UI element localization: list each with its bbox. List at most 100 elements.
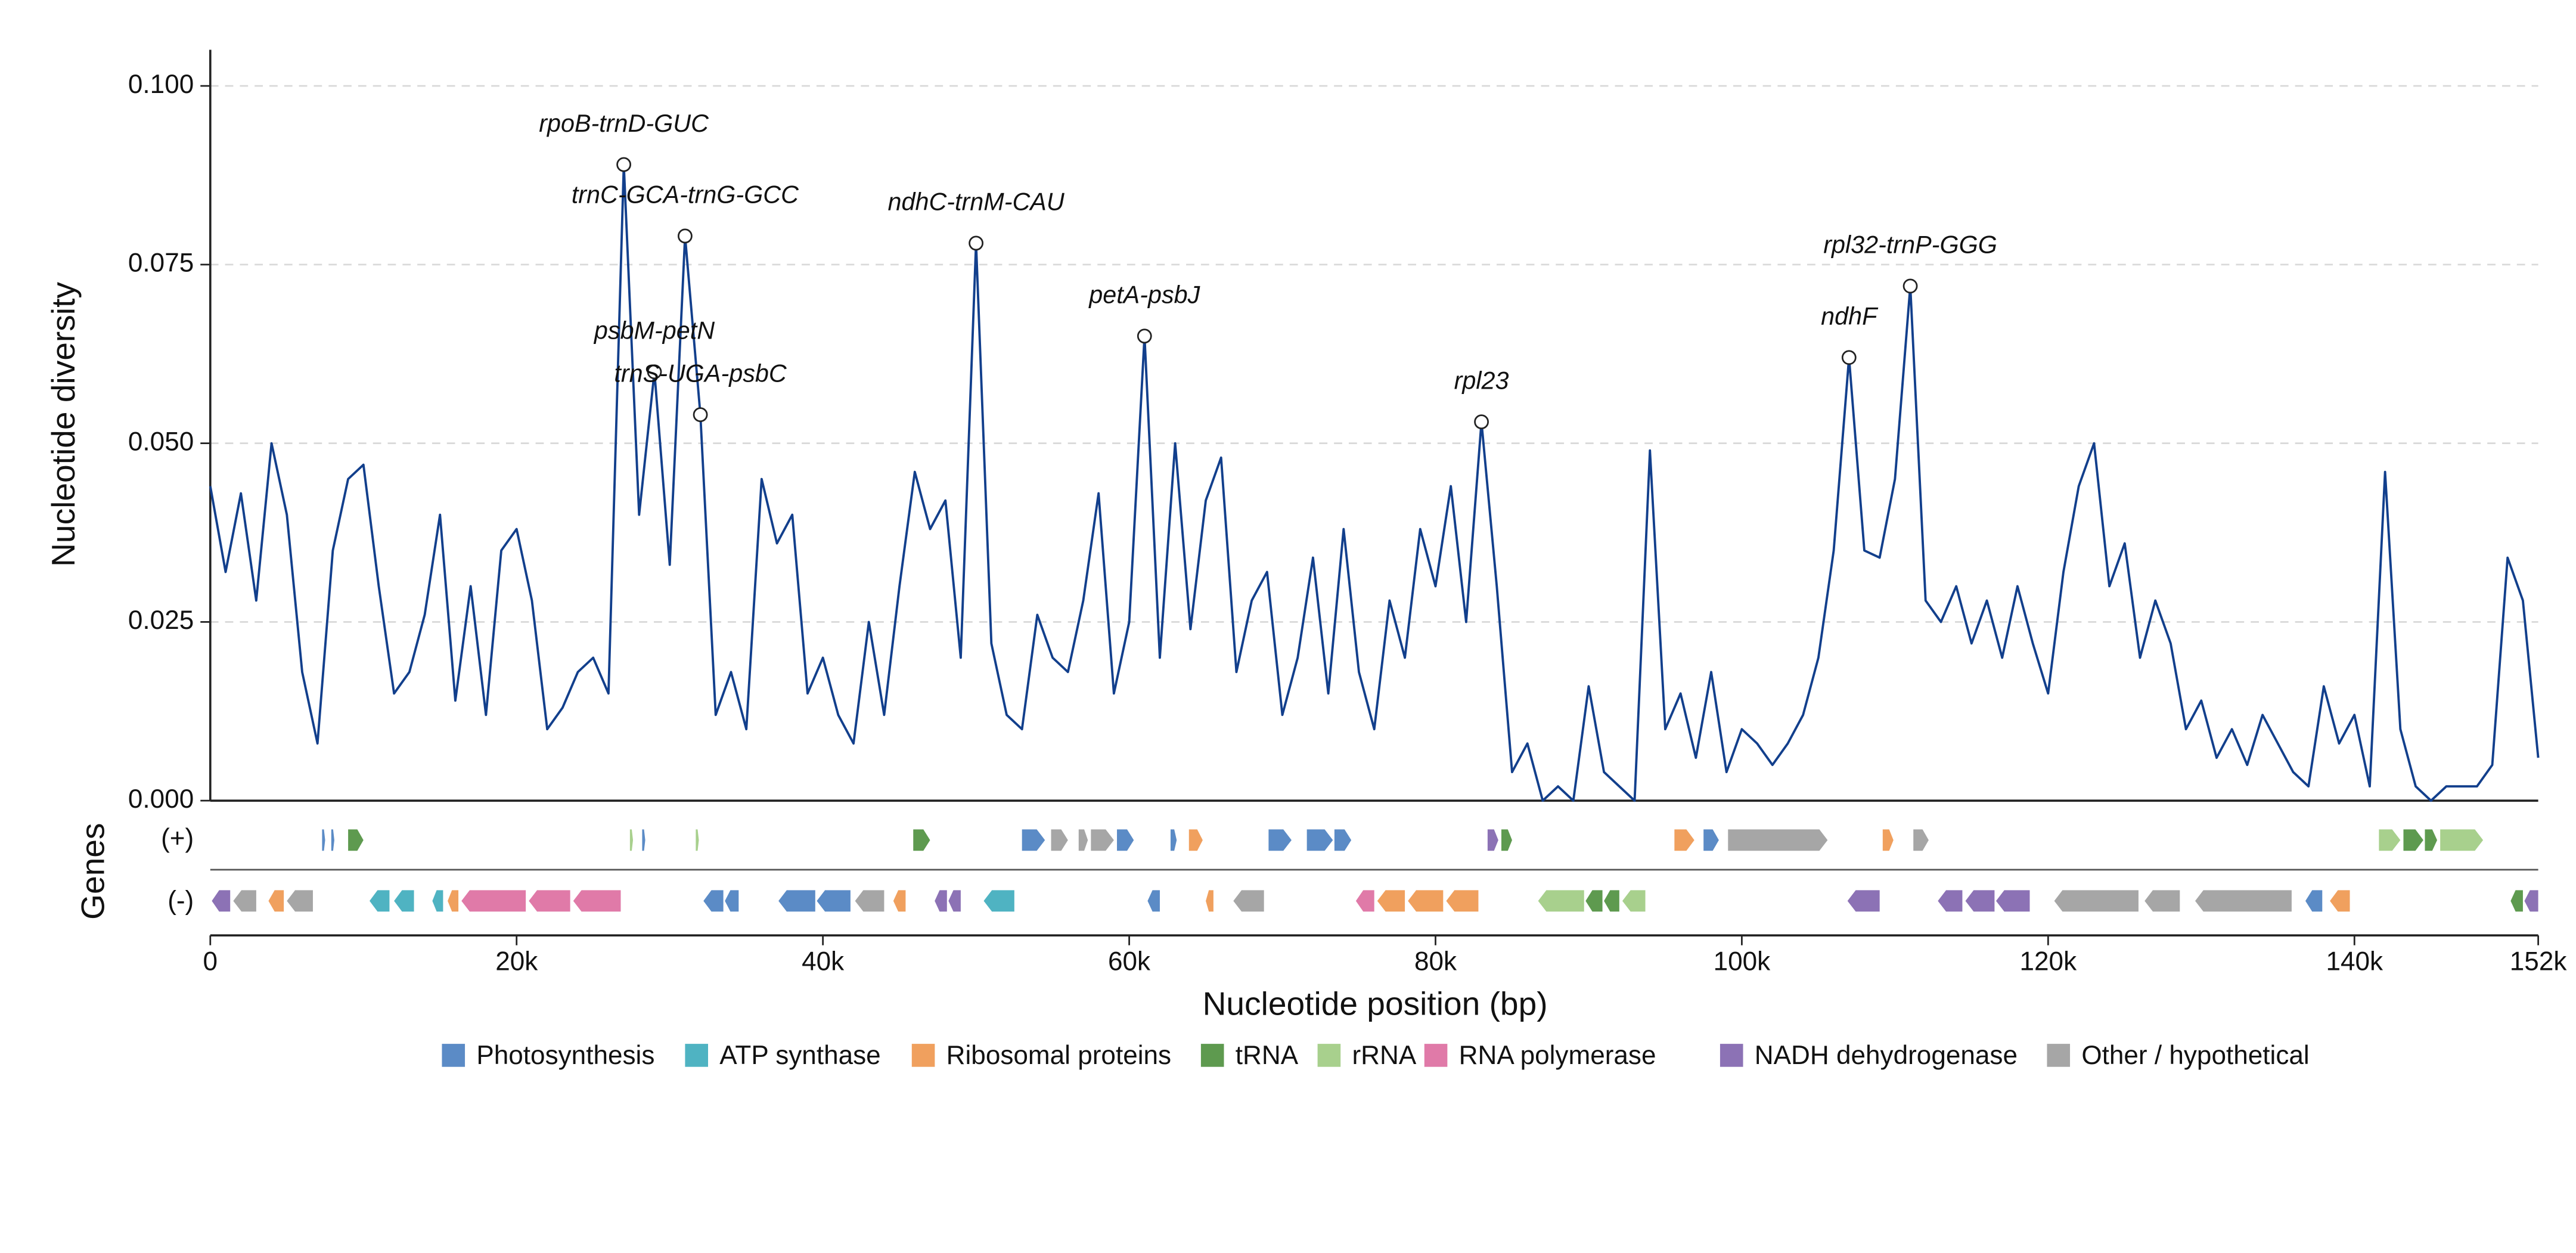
gene bbox=[1355, 890, 1374, 912]
gene bbox=[212, 890, 231, 912]
x-tick-label: 40k bbox=[802, 947, 845, 976]
peak-label: ndhF bbox=[1821, 303, 1879, 330]
peak-label: ndhC-trnM-CAU bbox=[887, 188, 1064, 216]
x-axis-label: Nucleotide position (bp) bbox=[1203, 985, 1548, 1022]
gene bbox=[2305, 890, 2323, 912]
legend-swatch bbox=[1720, 1044, 1743, 1067]
y-tick-label: 0.075 bbox=[128, 249, 194, 278]
legend-swatch bbox=[2047, 1044, 2071, 1067]
peak-label: trnC-GCA-trnG-GCC bbox=[572, 181, 799, 209]
gene bbox=[983, 890, 1014, 912]
legend-label: RNA polymerase bbox=[1459, 1041, 1656, 1070]
gene bbox=[913, 829, 930, 851]
gene bbox=[1446, 890, 1479, 912]
legend-label: ATP synthase bbox=[719, 1041, 880, 1070]
peak-marker bbox=[1474, 414, 1489, 430]
gene bbox=[1913, 829, 1929, 851]
strand-label: (-) bbox=[167, 886, 194, 916]
peak-marker bbox=[969, 235, 984, 251]
peak-label: rpl23 bbox=[1454, 367, 1509, 394]
gene bbox=[2524, 890, 2538, 912]
gene bbox=[573, 890, 621, 912]
gene bbox=[432, 890, 443, 912]
gene bbox=[1117, 829, 1134, 851]
gene bbox=[778, 890, 815, 912]
gene bbox=[1377, 890, 1405, 912]
gene bbox=[1091, 829, 1114, 851]
gene bbox=[1170, 829, 1177, 851]
gene bbox=[2195, 890, 2292, 912]
gene bbox=[1408, 890, 1444, 912]
strand-label: (+) bbox=[161, 824, 194, 853]
x-tick-label: 0 bbox=[203, 947, 218, 976]
gene bbox=[1051, 829, 1068, 851]
gene bbox=[370, 890, 390, 912]
gene bbox=[2054, 890, 2139, 912]
y-tick-label: 0.000 bbox=[128, 784, 194, 814]
gene bbox=[394, 890, 414, 912]
gene bbox=[642, 829, 645, 851]
gene bbox=[948, 890, 961, 912]
x-tick-label: 60k bbox=[1108, 947, 1151, 976]
legend-label: Other / hypothetical bbox=[2081, 1041, 2309, 1070]
gene bbox=[1938, 890, 1963, 912]
gene bbox=[1501, 829, 1512, 851]
gene bbox=[1995, 890, 2030, 912]
gene bbox=[1268, 829, 1292, 851]
y-axis-label: Nucleotide diversity bbox=[45, 282, 82, 567]
gene bbox=[935, 890, 947, 912]
peak-marker bbox=[677, 228, 693, 244]
gene bbox=[1206, 890, 1213, 912]
peak-label: trnS-UGA-psbC bbox=[614, 359, 787, 387]
gene bbox=[1703, 829, 1719, 851]
peak-marker bbox=[616, 157, 632, 172]
gene bbox=[2330, 890, 2350, 912]
peak-marker bbox=[693, 407, 708, 423]
y-tick-label: 0.025 bbox=[128, 606, 194, 635]
gene bbox=[529, 890, 570, 912]
peak-marker bbox=[1841, 350, 1857, 365]
legend-swatch bbox=[911, 1044, 935, 1067]
peak-marker bbox=[1902, 278, 1918, 294]
gene bbox=[461, 890, 526, 912]
gene bbox=[817, 890, 851, 912]
x-tick-label: 80k bbox=[1414, 947, 1457, 976]
gene bbox=[1147, 890, 1160, 912]
gene bbox=[1306, 829, 1333, 851]
gene bbox=[2425, 829, 2438, 851]
gene bbox=[855, 890, 884, 912]
gene bbox=[725, 890, 739, 912]
legend-swatch bbox=[685, 1044, 708, 1067]
gene bbox=[1622, 890, 1646, 912]
gene bbox=[893, 890, 906, 912]
gene bbox=[448, 890, 459, 912]
gene bbox=[287, 890, 313, 912]
gene bbox=[322, 829, 325, 851]
gene bbox=[2144, 890, 2180, 912]
gene bbox=[629, 829, 634, 851]
peak-marker bbox=[647, 364, 662, 380]
gene bbox=[1585, 890, 1603, 912]
peak-marker bbox=[1137, 328, 1152, 344]
gene bbox=[2440, 829, 2484, 851]
x-tick-label: 152k bbox=[2510, 947, 2568, 976]
gene bbox=[1334, 829, 1352, 851]
peak-label: rpoB-trnD-GUC bbox=[539, 110, 709, 137]
y-tick-label: 0.100 bbox=[128, 70, 194, 99]
legend-label: rRNA bbox=[1352, 1041, 1416, 1070]
gene bbox=[348, 829, 364, 851]
gene bbox=[1233, 890, 1264, 912]
track-label: Genes bbox=[74, 823, 111, 920]
gene bbox=[1022, 829, 1045, 851]
peak-label: petA-psbJ bbox=[1088, 281, 1200, 309]
gene bbox=[1674, 829, 1694, 851]
y-tick-label: 0.050 bbox=[128, 427, 194, 456]
gene bbox=[2403, 829, 2423, 851]
x-tick-label: 120k bbox=[2020, 947, 2078, 976]
gene bbox=[696, 829, 699, 851]
legend-label: tRNA bbox=[1236, 1041, 1299, 1070]
gene bbox=[268, 890, 284, 912]
gene bbox=[233, 890, 256, 912]
line bbox=[209, 163, 2540, 802]
